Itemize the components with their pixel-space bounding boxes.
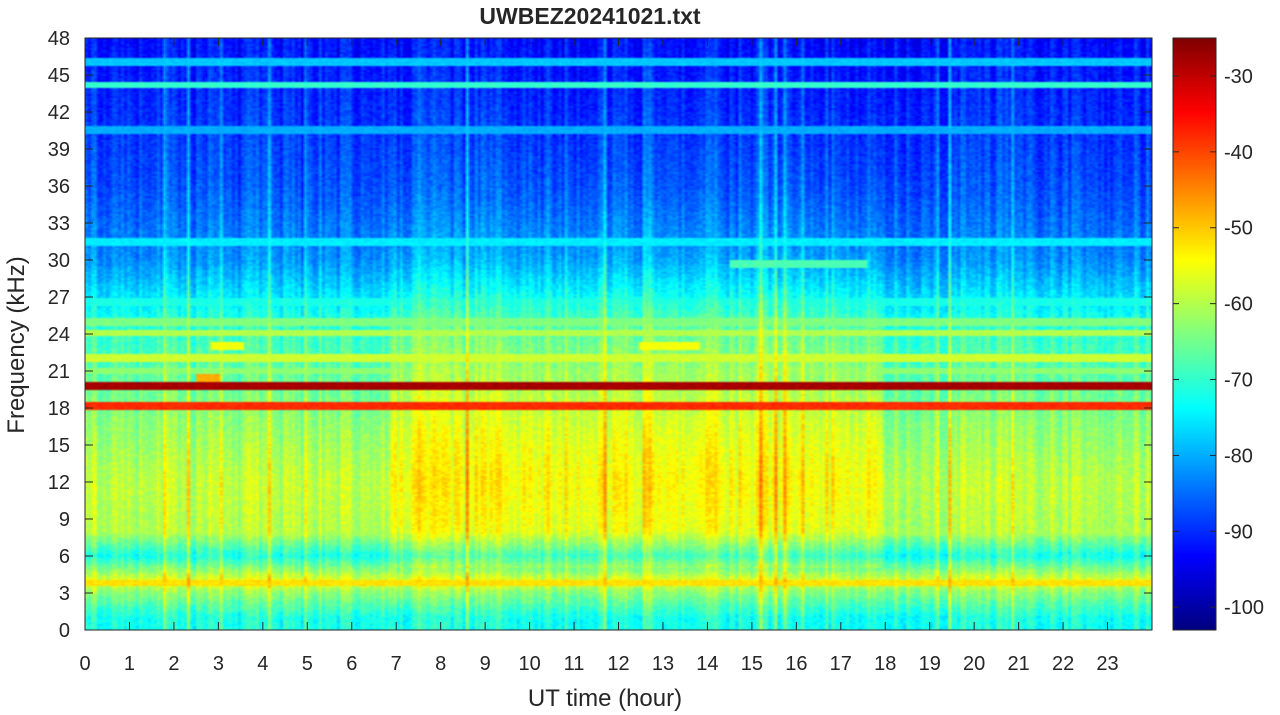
colorbar-gradient bbox=[1172, 37, 1217, 631]
y-tick-label: 18 bbox=[48, 398, 70, 420]
x-tick-label: 2 bbox=[168, 653, 179, 675]
x-tick-label: 23 bbox=[1096, 653, 1118, 675]
y-tick-label: 6 bbox=[59, 546, 70, 568]
colorbar-tick-label: -90 bbox=[1224, 521, 1253, 543]
x-tick-label: 13 bbox=[652, 653, 674, 675]
colorbar-tick-label: -80 bbox=[1224, 445, 1253, 467]
x-tick-label: 9 bbox=[480, 653, 491, 675]
colorbar-ticks: -30 -40 -50 -60 -70 -80 -90 -100 bbox=[1173, 66, 1264, 619]
colorbar-tick-label: -30 bbox=[1224, 66, 1253, 88]
heatmap-image bbox=[85, 38, 1152, 630]
x-tick-label: 11 bbox=[564, 653, 585, 675]
x-axis: 0 1 2 3 4 5 6 7 8 9 10 11 12 13 14 15 16 17 18 19 20 21 22 23 bbox=[79, 38, 1119, 675]
x-tick-label: 4 bbox=[257, 653, 268, 675]
x-axis-label: UT time (hour) bbox=[528, 685, 682, 712]
x-tick-label: 17 bbox=[830, 653, 852, 675]
y-tick-label: 3 bbox=[59, 583, 70, 605]
y-tick-label: 48 bbox=[48, 28, 70, 50]
colorbar-tick-label: -50 bbox=[1224, 218, 1253, 240]
x-tick-label: 10 bbox=[518, 653, 540, 675]
y-tick-label: 42 bbox=[48, 102, 70, 124]
colorbar-tick-label: -100 bbox=[1224, 597, 1264, 619]
chart-title: UWBEZ20241021.txt bbox=[479, 3, 700, 29]
x-tick-label: 0 bbox=[79, 653, 90, 675]
y-tick-label: 21 bbox=[48, 361, 70, 383]
x-tick-label: 5 bbox=[302, 653, 313, 675]
x-tick-label: 22 bbox=[1052, 653, 1074, 675]
y-axis-label: Frequency (kHz) bbox=[3, 256, 30, 433]
y-tick-label: 45 bbox=[48, 65, 70, 87]
x-tick-label: 18 bbox=[874, 653, 896, 675]
x-tick-label: 12 bbox=[607, 653, 629, 675]
colorbar-tick-label: -70 bbox=[1224, 370, 1253, 392]
y-tick-label: 33 bbox=[48, 213, 70, 235]
y-tick-label: 15 bbox=[48, 435, 70, 457]
y-tick-label: 0 bbox=[59, 620, 70, 642]
x-tick-label: 6 bbox=[346, 653, 357, 675]
x-tick-label: 3 bbox=[213, 653, 224, 675]
y-tick-label: 24 bbox=[48, 324, 70, 346]
x-tick-label: 7 bbox=[391, 653, 402, 675]
x-tick-label: 14 bbox=[696, 653, 718, 675]
y-tick-label: 36 bbox=[48, 176, 70, 198]
heatmap-plot-area bbox=[84, 37, 1153, 631]
x-tick-label: 19 bbox=[919, 653, 941, 675]
x-tick-label: 1 bbox=[124, 653, 135, 675]
y-tick-label: 30 bbox=[48, 250, 70, 272]
colorbar: -30 -40 -50 -60 -70 -80 -90 -100 bbox=[1172, 37, 1264, 631]
colorbar-tick-label: -40 bbox=[1224, 142, 1253, 164]
y-tick-label: 12 bbox=[48, 472, 70, 494]
y-tick-label: 27 bbox=[48, 287, 70, 309]
x-tick-label: 8 bbox=[435, 653, 446, 675]
x-tick-label: 20 bbox=[963, 653, 985, 675]
colorbar-tick-label: -60 bbox=[1224, 294, 1253, 316]
x-tick-label: 15 bbox=[741, 653, 763, 675]
x-tick-label: 21 bbox=[1008, 653, 1030, 675]
x-tick-label: 16 bbox=[785, 653, 807, 675]
y-tick-label: 9 bbox=[59, 509, 70, 531]
y-tick-label: 39 bbox=[48, 139, 70, 161]
